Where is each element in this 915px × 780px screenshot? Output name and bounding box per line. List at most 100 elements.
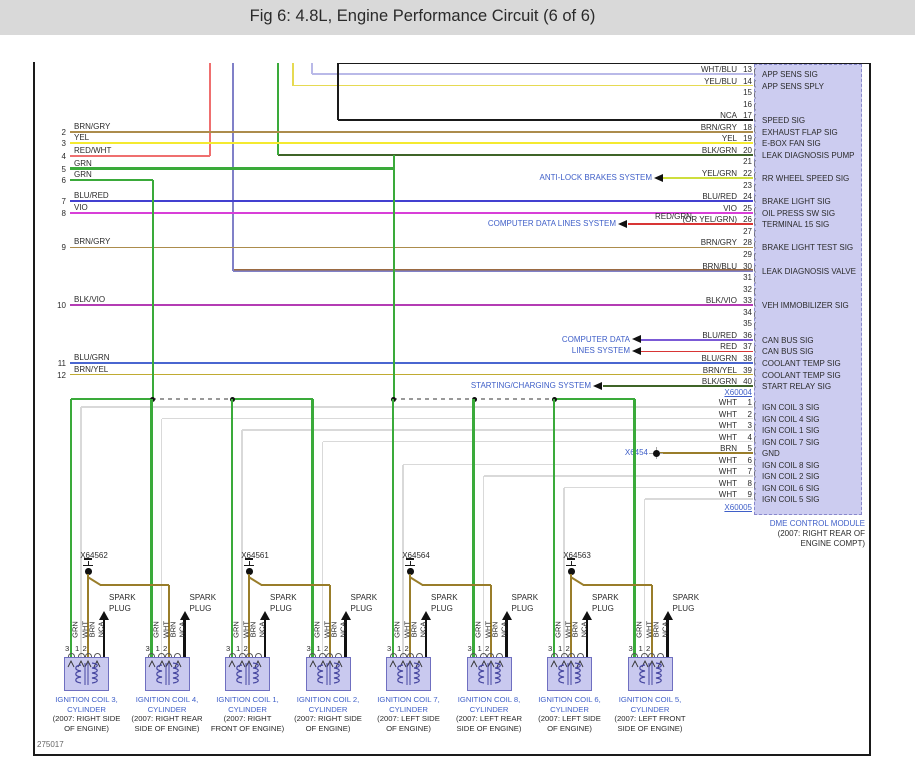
left-pin-number: 11 bbox=[57, 359, 66, 368]
wire-color-label: GRN bbox=[74, 158, 92, 168]
dme-pin-number: 36 bbox=[743, 330, 752, 340]
wire-wht-coil bbox=[241, 430, 243, 657]
grn-bus bbox=[71, 397, 152, 401]
ignition-coil-box bbox=[144, 657, 190, 691]
dme-module-box bbox=[754, 64, 862, 515]
wire-color-label: NCA bbox=[720, 111, 737, 121]
pin-bracket: ( bbox=[753, 344, 757, 354]
coil-location: (2007: RIGHT bbox=[223, 714, 272, 723]
coil-pin-number: 1 bbox=[558, 643, 563, 653]
wire-color-label: BRN bbox=[720, 444, 737, 453]
dme-pin-number: 35 bbox=[743, 319, 752, 329]
coil-wire-label-rotated: NCA bbox=[499, 621, 508, 638]
dme-signal-label: COOLANT TEMP SIG bbox=[762, 359, 841, 368]
coil-pin-number: 2 bbox=[243, 643, 248, 653]
spark-plug-label: SPARK bbox=[350, 593, 378, 602]
spark-plug-arrow-icon bbox=[340, 611, 351, 620]
pin-bracket: ( bbox=[753, 136, 757, 146]
wire-color-label: WHT bbox=[718, 478, 737, 488]
left-pin-number: 6 bbox=[61, 176, 66, 185]
spark-plug-wire bbox=[585, 619, 589, 657]
coil-pin-arc bbox=[245, 652, 253, 657]
pin-bracket: ( bbox=[753, 356, 757, 365]
dme-pin-number: 26 bbox=[743, 215, 752, 225]
connector-label-x60004[interactable]: X60004 bbox=[724, 388, 752, 397]
grn-bus-dashed bbox=[152, 398, 232, 400]
wire-color-label: (OR YEL/GRN) bbox=[682, 215, 737, 225]
wire-brn-gnd bbox=[660, 452, 753, 454]
spark-plug-label: PLUG bbox=[270, 604, 292, 613]
coil-pin-number: 3 bbox=[628, 643, 633, 653]
left-pin-number: 12 bbox=[57, 370, 66, 380]
coil-pin-arc bbox=[399, 652, 407, 657]
wire-grn-vertical bbox=[276, 63, 280, 155]
dme-pin-number: 33 bbox=[743, 296, 752, 306]
coil-location: (2007: RIGHT REAR bbox=[131, 714, 203, 723]
left-pin-number: 5 bbox=[61, 164, 66, 174]
wire-color-label: RED bbox=[720, 342, 737, 352]
dme-signal-label: IGN COIL 7 SIG bbox=[762, 437, 820, 447]
wire-wht-coil bbox=[564, 486, 753, 489]
wire-horizontal bbox=[567, 558, 575, 560]
wire-horizontal bbox=[245, 558, 253, 560]
dme-signal-label: IGN COIL 5 SIG bbox=[762, 495, 820, 504]
coil-wire-label-rotated: GRN bbox=[151, 621, 160, 638]
coil-name: CYLINDER bbox=[147, 704, 187, 714]
spark-plug-label: PLUG bbox=[431, 604, 453, 613]
coil-location: (2007: RIGHT SIDE bbox=[52, 714, 121, 723]
coil-pin-number: 2 bbox=[404, 643, 409, 653]
pin-bracket: ( bbox=[753, 379, 757, 389]
title-bar: Fig 6: 4.8L, Engine Performance Circuit … bbox=[0, 0, 915, 35]
coil-name: IGNITION COIL 8, bbox=[457, 695, 521, 704]
pin-bracket: ( bbox=[753, 240, 757, 250]
coil-pin-number: 2 bbox=[324, 643, 329, 653]
left-pin-number: 7 bbox=[61, 197, 66, 207]
wire-color-label: BLK/VIO bbox=[705, 296, 737, 306]
pin-bracket: ( bbox=[753, 78, 757, 88]
coil-location: OF ENGINE) bbox=[64, 723, 109, 733]
pin-bracket: ( bbox=[753, 434, 757, 444]
dme-module-name: DME CONTROL MODULE bbox=[769, 519, 865, 528]
diagram-border-right bbox=[869, 63, 871, 755]
wire-horizontal bbox=[603, 385, 753, 388]
wire-color-label: WHT/BLU bbox=[701, 65, 737, 74]
grn-bus bbox=[554, 397, 635, 401]
wire-brn-coil bbox=[489, 584, 492, 657]
coil-wire-label-rotated: BRN bbox=[248, 621, 258, 638]
wire-brn-pair bbox=[100, 583, 169, 586]
spark-plug-wire bbox=[102, 619, 106, 657]
wire-vio-vertical bbox=[232, 63, 234, 271]
coil-name: CYLINDER bbox=[469, 704, 509, 714]
wire-wht-coil bbox=[643, 499, 646, 657]
wire-wht-coil bbox=[402, 464, 404, 657]
spark-plug-wire bbox=[424, 619, 428, 657]
coil-connector-label: X64561 bbox=[241, 551, 269, 560]
coil-name: CYLINDER bbox=[550, 704, 589, 714]
wire-grn-coil bbox=[150, 399, 153, 657]
dme-pin-number: 38 bbox=[743, 354, 752, 363]
coil-pin-arc bbox=[326, 652, 333, 657]
wire-color-label: YEL bbox=[721, 134, 737, 144]
ignition-coil-box bbox=[64, 657, 109, 691]
wire-grn-coil bbox=[552, 399, 556, 657]
pin-bracket: ( bbox=[753, 182, 757, 192]
dme-pin-number: 6 bbox=[747, 455, 752, 465]
dme-pin-number: 9 bbox=[747, 490, 752, 499]
wire-brn-coil bbox=[328, 584, 331, 657]
wire-color-label-red-grn: RED/GRN bbox=[655, 212, 692, 222]
wire-wht-coil bbox=[644, 498, 753, 500]
pin-bracket: ( bbox=[753, 321, 757, 331]
coil-pin-number: 2 bbox=[565, 643, 570, 653]
spark-plug-wire bbox=[183, 619, 186, 657]
coil-location: (2007: LEFT FRONT bbox=[614, 714, 686, 723]
wire-color-label: BRN/GRY bbox=[74, 121, 111, 131]
wire-color-label: WHT bbox=[718, 467, 737, 476]
pin-bracket: ( bbox=[753, 411, 757, 421]
wire-brn-coil bbox=[570, 574, 572, 657]
wire-vertical bbox=[570, 561, 572, 566]
connector-label-x60005[interactable]: X60005 bbox=[724, 503, 752, 512]
coil-pin-number: 3 bbox=[467, 643, 472, 653]
wire-horizontal bbox=[312, 73, 753, 75]
coil-location: SIDE OF ENGINE) bbox=[134, 723, 200, 733]
